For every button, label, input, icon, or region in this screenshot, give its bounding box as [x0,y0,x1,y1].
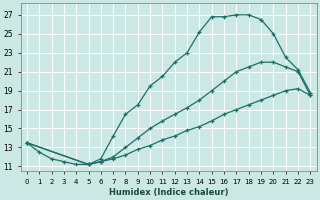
X-axis label: Humidex (Indice chaleur): Humidex (Indice chaleur) [109,188,228,197]
